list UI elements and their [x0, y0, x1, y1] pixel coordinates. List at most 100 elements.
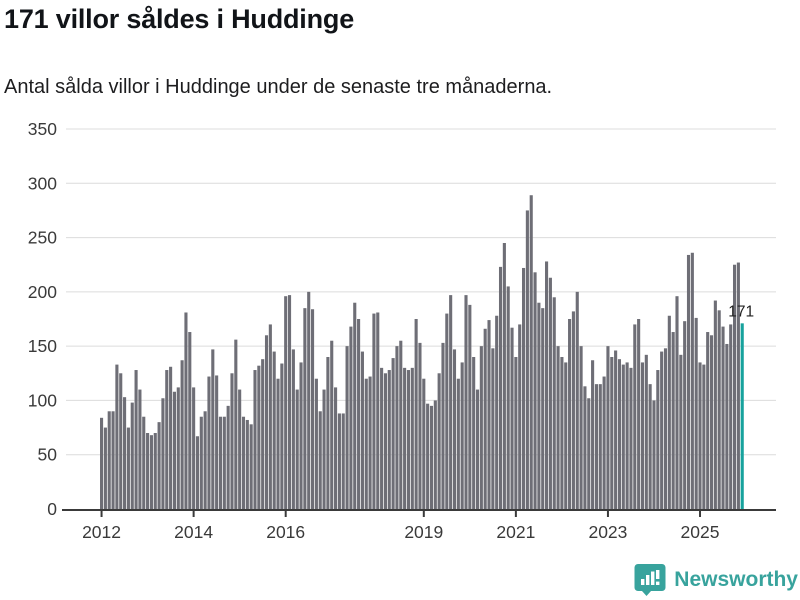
bar	[169, 366, 173, 509]
bar	[414, 319, 418, 509]
bar	[241, 416, 246, 509]
y-axis-tick-label: 0	[47, 499, 57, 519]
x-axis-tick-label: 2021	[496, 522, 535, 542]
bar	[487, 320, 491, 509]
bar	[184, 312, 188, 509]
bar	[667, 315, 671, 509]
bar	[172, 391, 176, 509]
bar	[215, 375, 219, 509]
bar	[683, 321, 687, 509]
pin-shape	[634, 564, 666, 596]
bar	[299, 362, 303, 509]
bar	[456, 378, 460, 509]
bar	[614, 350, 618, 509]
bar	[545, 261, 549, 509]
bar	[380, 367, 384, 509]
bar	[568, 319, 572, 509]
bar	[119, 373, 123, 509]
bar	[556, 346, 560, 509]
bar	[180, 360, 184, 509]
bar	[637, 319, 641, 509]
brand-footer: Newsworthy	[634, 563, 798, 596]
bar	[314, 378, 318, 509]
bar	[660, 351, 664, 509]
bar	[368, 376, 372, 509]
bar	[663, 348, 668, 509]
bar	[698, 362, 702, 509]
bar	[103, 427, 107, 509]
bar	[686, 254, 691, 509]
bar	[126, 427, 130, 509]
bar	[222, 416, 226, 509]
y-axis-tick-label: 250	[28, 228, 57, 248]
bar	[583, 386, 587, 509]
bar	[134, 370, 138, 509]
bar	[238, 389, 242, 509]
bar	[472, 357, 476, 509]
bar	[709, 335, 714, 509]
bar	[625, 362, 629, 509]
x-axis-tick-label: 2023	[588, 522, 627, 542]
bar	[575, 291, 579, 509]
bar	[364, 378, 368, 509]
bar	[617, 359, 622, 509]
bar	[406, 370, 411, 509]
bar	[376, 312, 380, 509]
bar	[736, 262, 740, 509]
bar	[138, 389, 142, 509]
bar	[460, 362, 464, 509]
bar	[537, 302, 541, 509]
bar	[506, 286, 510, 509]
bar	[606, 346, 610, 509]
bar	[291, 349, 295, 509]
y-axis-tick-label: 50	[38, 445, 58, 465]
bar	[725, 343, 729, 509]
bar	[548, 277, 552, 509]
bar	[533, 272, 537, 509]
x-axis-tick-label: 2012	[82, 522, 121, 542]
bar	[226, 405, 230, 509]
bar	[153, 433, 157, 509]
bar	[157, 422, 161, 509]
y-axis-tick-label: 200	[28, 282, 57, 302]
highlighted-bar	[740, 323, 744, 509]
bar	[245, 419, 249, 509]
bar	[334, 387, 338, 509]
bar	[203, 411, 207, 509]
bar	[491, 348, 495, 509]
y-axis-tick-label: 350	[28, 119, 57, 139]
bar	[706, 332, 710, 509]
bar	[195, 436, 200, 509]
bar	[161, 398, 165, 509]
bar	[729, 324, 733, 509]
bar	[280, 363, 284, 509]
bar	[429, 405, 434, 509]
bar	[721, 326, 725, 509]
bar	[192, 387, 196, 509]
bar	[322, 389, 326, 509]
bar	[694, 317, 698, 509]
bar	[149, 435, 153, 509]
bar	[146, 433, 150, 509]
bar	[272, 351, 276, 509]
bar	[441, 342, 445, 509]
bar	[656, 370, 660, 509]
bar	[115, 364, 119, 509]
bar	[552, 297, 556, 509]
y-axis-tick-label: 150	[28, 336, 57, 356]
bar	[326, 357, 330, 509]
bar	[529, 195, 533, 509]
bar	[418, 342, 422, 509]
bar	[610, 357, 614, 509]
bar	[360, 351, 364, 509]
bar	[261, 359, 265, 509]
bar	[521, 267, 526, 509]
bar	[679, 354, 683, 509]
x-axis-tick-label: 2019	[404, 522, 443, 542]
highlight-value-label: 171	[728, 303, 754, 320]
bar	[410, 367, 414, 509]
bar	[541, 308, 545, 509]
bar	[188, 332, 192, 509]
bar	[495, 315, 499, 509]
